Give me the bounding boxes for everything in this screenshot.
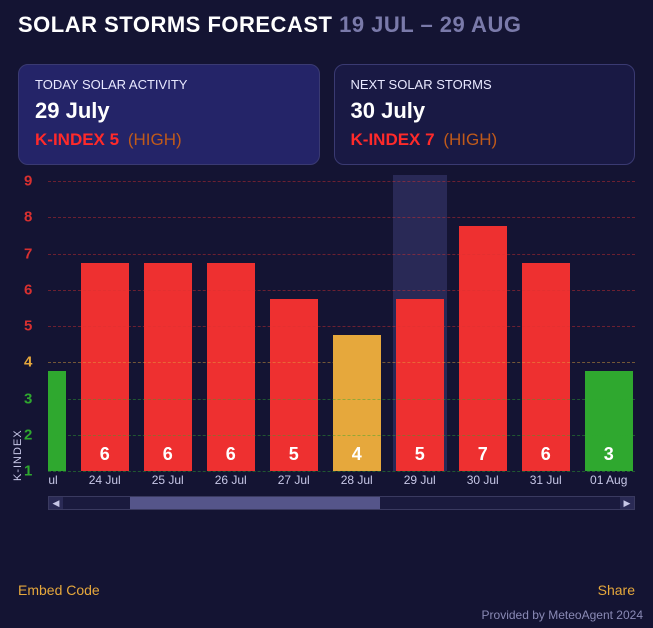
footer-links: Embed Code Share: [18, 582, 635, 598]
chart-scrollbar[interactable]: ◀ ▶: [48, 496, 635, 510]
grid-line: [48, 399, 635, 400]
title-text: SOLAR STORMS FORECAST: [18, 12, 332, 37]
x-label: 23 Jul: [48, 473, 73, 487]
card-next-label: NEXT SOLAR STORMS: [351, 77, 619, 92]
bar[interactable]: 6: [522, 263, 570, 471]
bar[interactable]: 3: [48, 371, 66, 471]
bar[interactable]: 5: [270, 299, 318, 471]
scroll-thumb[interactable]: [130, 497, 381, 509]
y-tick: 5: [24, 318, 32, 335]
y-tick: 8: [24, 209, 32, 226]
scroll-track[interactable]: [63, 497, 620, 509]
y-axis-label: K-INDEX: [12, 429, 24, 481]
x-label: 29 Jul: [388, 473, 451, 487]
grid-line: [48, 181, 635, 182]
card-today: TODAY SOLAR ACTIVITY 29 July K-INDEX 5 (…: [18, 64, 320, 165]
card-today-kindex: K-INDEX 5 (HIGH): [35, 130, 303, 150]
x-label: 24 Jul: [73, 473, 136, 487]
card-next-date: 30 July: [351, 98, 619, 124]
card-today-date: 29 July: [35, 98, 303, 124]
x-label: 01 Aug: [577, 473, 635, 487]
embed-code-link[interactable]: Embed Code: [18, 582, 100, 598]
grid-line: [48, 326, 635, 327]
card-today-label: TODAY SOLAR ACTIVITY: [35, 77, 303, 92]
bar[interactable]: 3: [585, 371, 633, 471]
card-next: NEXT SOLAR STORMS 30 July K-INDEX 7 (HIG…: [334, 64, 636, 165]
header-title: SOLAR STORMS FORECAST 19 JUL – 29 AUG: [0, 0, 653, 46]
y-tick: 3: [24, 390, 32, 407]
grid-line: [48, 217, 635, 218]
kindex-chart: 123456789 3345366654576322 19 Jul20 Jul2…: [18, 181, 635, 511]
bar[interactable]: 5: [396, 299, 444, 471]
y-tick: 4: [24, 354, 32, 371]
bar[interactable]: 6: [144, 263, 192, 471]
bar[interactable]: 6: [207, 263, 255, 471]
y-tick: 1: [24, 463, 32, 480]
card-next-kindex: K-INDEX 7 (HIGH): [351, 130, 619, 150]
x-label: 30 Jul: [451, 473, 514, 487]
grid-line: [48, 254, 635, 255]
y-axis: 123456789: [18, 181, 48, 471]
scroll-right-button[interactable]: ▶: [620, 497, 634, 509]
cards-row: TODAY SOLAR ACTIVITY 29 July K-INDEX 5 (…: [0, 46, 653, 171]
grid-line: [48, 290, 635, 291]
y-tick: 9: [24, 173, 32, 190]
x-label: 26 Jul: [199, 473, 262, 487]
bar[interactable]: 6: [81, 263, 129, 471]
grid-line: [48, 362, 635, 363]
plot-area: 3345366654576322: [48, 181, 635, 471]
title-date-range: 19 JUL – 29 AUG: [339, 12, 521, 37]
x-axis-labels: 19 Jul20 Jul21 Jul22 Jul23 Jul24 Jul25 J…: [48, 473, 635, 493]
x-label: 31 Jul: [514, 473, 577, 487]
share-link[interactable]: Share: [598, 582, 635, 598]
scroll-left-button[interactable]: ◀: [49, 497, 63, 509]
y-tick: 6: [24, 281, 32, 298]
x-label: 25 Jul: [136, 473, 199, 487]
y-tick: 2: [24, 426, 32, 443]
provided-by: Provided by MeteoAgent 2024: [482, 608, 643, 622]
grid-line: [48, 435, 635, 436]
y-tick: 7: [24, 245, 32, 262]
grid-line: [48, 471, 635, 472]
x-label: 27 Jul: [262, 473, 325, 487]
x-label: 28 Jul: [325, 473, 388, 487]
bar[interactable]: 4: [333, 335, 381, 471]
